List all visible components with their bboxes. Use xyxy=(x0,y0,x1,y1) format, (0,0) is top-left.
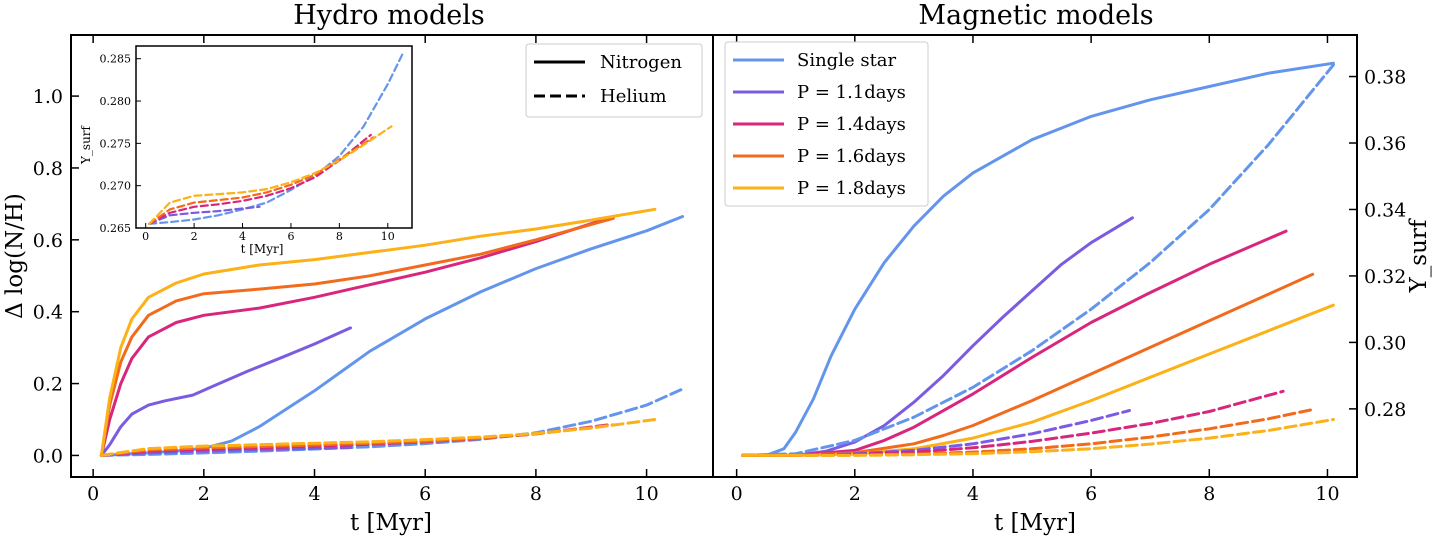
hydro-xtick-label: 2 xyxy=(198,483,210,505)
inset-single-star-dashed-line xyxy=(148,53,404,225)
magnetic-xtick-label: 2 xyxy=(849,483,861,505)
magnetic-xtick-label: 6 xyxy=(1085,483,1097,505)
magnetic-p-1-8days-line xyxy=(741,303,1335,457)
magnetic-xtick-label: 10 xyxy=(1315,483,1339,505)
hydro-panel: 0 2 4 6 8 10 0.0 0.2 0.4 0.6 0.8 1.0 t [Myr] Δ log(… xyxy=(2,34,714,536)
magnetic-p-1-4days-dashed-dashed-line xyxy=(741,389,1285,457)
hydro-single-star-helium-dashed-line xyxy=(99,387,685,457)
hydro-ytick-label: 1.0 xyxy=(33,86,63,108)
inset-xtick-label: 6 xyxy=(287,230,294,243)
inset-ytick-label: 0.275 xyxy=(100,137,132,150)
magnetic-ticks: 0 2 4 6 8 10 0.28 0.30 0.32 0.34 0.36 0.38 xyxy=(731,35,1406,505)
hydro-series-group xyxy=(99,207,685,457)
magnetic-xlabel: t [Myr] xyxy=(994,510,1076,536)
magnetic-legend-p-1-8days-label: P = 1.8days xyxy=(797,178,906,199)
magnetic-legend-p-1-1days-label: P = 1.1days xyxy=(797,82,906,103)
inset-p-1-4days-dashed-line xyxy=(148,133,372,225)
magnetic-p-1-6days-dashed-dashed-line xyxy=(741,408,1315,457)
hydro-ylabel: Δ log(N/H) xyxy=(2,193,28,319)
magnetic-xtick-label: 4 xyxy=(967,483,979,505)
hydro-ytick-label: 0.2 xyxy=(33,374,63,396)
hydro-xtick-label: 8 xyxy=(530,483,542,505)
hydro-title: Hydro models xyxy=(293,0,484,31)
inset-series-group xyxy=(148,53,404,225)
hydro-xtick-label: 6 xyxy=(419,483,431,505)
hydro-ytick-label: 0.8 xyxy=(33,158,63,180)
magnetic-xtick-label: 8 xyxy=(1203,483,1215,505)
inset-ytick-label: 0.265 xyxy=(100,222,132,235)
inset-ytick-label: 0.280 xyxy=(100,95,132,108)
magnetic-p-1-4days-line xyxy=(741,229,1288,457)
hydro-p-1-4days-nitrogen-line xyxy=(99,216,610,457)
magnetic-legend-p-1-4days-label: P = 1.4days xyxy=(797,114,906,135)
inset-panel: 0 2 4 6 8 10 0.265 0.270 0.275 0.280 0.285 t [Myr]… xyxy=(79,45,413,256)
magnetic-legend-box xyxy=(724,41,929,207)
magnetic-title: Magnetic models xyxy=(918,0,1153,31)
hydro-ytick-label: 0.4 xyxy=(33,302,63,324)
inset-p-1-8days-dashed-line xyxy=(148,125,393,225)
magnetic-ytick-label: 0.30 xyxy=(1364,332,1406,354)
hydro-xtick-label: 10 xyxy=(634,483,658,505)
hydro-p-1-4days-helium-dashed-line xyxy=(99,423,610,457)
magnetic-ytick-label: 0.38 xyxy=(1364,67,1406,89)
inset-xlabel: t [Myr] xyxy=(241,242,284,256)
hydro-p-1-8days-nitrogen-line xyxy=(99,207,657,457)
inset-xtick-label: 8 xyxy=(336,230,343,243)
magnetic-ytick-label: 0.36 xyxy=(1364,133,1406,155)
magnetic-legend: Single star P = 1.1days P = 1.4days P = 1.6… xyxy=(724,41,929,207)
hydro-p-1-1days-nitrogen-line xyxy=(99,326,352,457)
magnetic-series-group xyxy=(741,61,1335,457)
magnetic-ytick-label: 0.32 xyxy=(1364,266,1406,288)
inset-frame xyxy=(135,45,413,229)
magnetic-plot-frame xyxy=(712,34,1358,478)
legend-helium-label: Helium xyxy=(600,86,667,107)
inset-xtick-label: 10 xyxy=(381,230,395,243)
hydro-xlabel: t [Myr] xyxy=(350,510,432,536)
inset-xtick-label: 4 xyxy=(239,230,246,243)
magnetic-ytick-label: 0.34 xyxy=(1364,199,1406,221)
magnetic-single-star-dashed-dashed-line xyxy=(741,63,1335,457)
hydro-ticks: 0 2 4 6 8 10 0.0 0.2 0.4 0.6 0.8 1.0 xyxy=(33,35,659,505)
hydro-ytick-label: 0.6 xyxy=(33,230,63,252)
inset-xtick-label: 0 xyxy=(142,230,149,243)
magnetic-panel: 0 2 4 6 8 100.280.300.320.340.360.38 t [Myr] … xyxy=(712,34,1432,536)
magnetic-single-star-line xyxy=(741,61,1335,457)
inset-ytick-label: 0.270 xyxy=(100,180,132,193)
hydro-legend: Nitrogen Helium xyxy=(525,43,703,118)
magnetic-p-1-8days-dashed-dashed-line xyxy=(741,418,1335,457)
magnetic-ylabel: Y_surf xyxy=(1406,218,1432,293)
hydro-xtick-label: 0 xyxy=(87,483,99,505)
legend-nitrogen-label: Nitrogen xyxy=(600,52,682,73)
hydro-p-1-8days-helium-dashed-line xyxy=(99,418,657,457)
inset-p-1-1days-dashed-line xyxy=(148,205,261,225)
hydro-ytick-label: 0.0 xyxy=(33,445,63,467)
magnetic-legend-single-star-label: Single star xyxy=(797,50,897,71)
inset-ticks: 0 2 4 6 8 10 0.265 0.270 0.275 0.280 0.285 xyxy=(100,53,395,243)
magnetic-legend-p-1-6days-label: P = 1.6days xyxy=(797,146,906,167)
magnetic-ytick-label: 0.28 xyxy=(1364,399,1406,421)
hydro-xtick-label: 4 xyxy=(308,483,320,505)
inset-ylabel: Y_surf xyxy=(79,124,93,165)
inset-ytick-label: 0.285 xyxy=(100,53,132,66)
hydro-p-1-6days-nitrogen-line xyxy=(99,216,615,457)
inset-xtick-label: 2 xyxy=(191,230,198,243)
magnetic-xtick-label: 0 xyxy=(731,483,743,505)
